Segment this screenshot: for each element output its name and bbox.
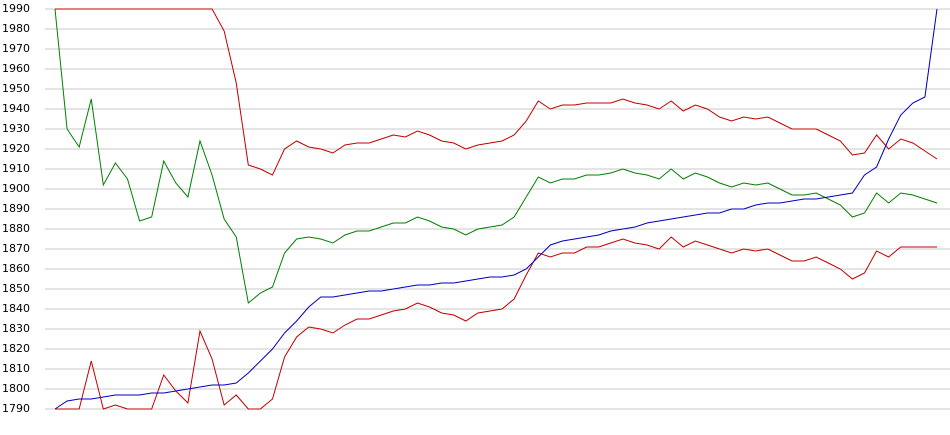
series-line xyxy=(54,8,938,410)
y-tick-label: 1960 xyxy=(2,62,30,75)
y-tick-label: 1810 xyxy=(2,362,30,375)
y-tick-label: 1920 xyxy=(2,142,30,155)
y-tick-label: 1970 xyxy=(2,42,30,55)
y-tick-label: 1980 xyxy=(2,22,30,35)
y-tick-label: 1820 xyxy=(2,342,30,355)
y-tick-label: 1850 xyxy=(2,282,30,295)
y-tick-label: 1890 xyxy=(2,202,30,215)
series-line xyxy=(55,8,938,176)
y-tick-label: 1830 xyxy=(2,322,30,335)
y-tick-label: 1950 xyxy=(2,82,30,95)
y-tick-label: 1800 xyxy=(2,382,30,395)
y-tick-label: 1940 xyxy=(2,102,30,115)
y-tick-label: 1930 xyxy=(2,122,30,135)
y-tick-label: 1790 xyxy=(2,402,30,415)
y-tick-label: 1990 xyxy=(2,2,30,15)
y-tick-label: 1880 xyxy=(2,222,30,235)
series-line xyxy=(54,8,938,304)
y-tick-label: 1910 xyxy=(2,162,30,175)
y-tick-label: 1870 xyxy=(2,242,30,255)
series-line xyxy=(55,236,937,410)
y-tick-label: 1900 xyxy=(2,182,30,195)
y-tick-label: 1860 xyxy=(2,262,30,275)
y-tick-label: 1840 xyxy=(2,302,30,315)
